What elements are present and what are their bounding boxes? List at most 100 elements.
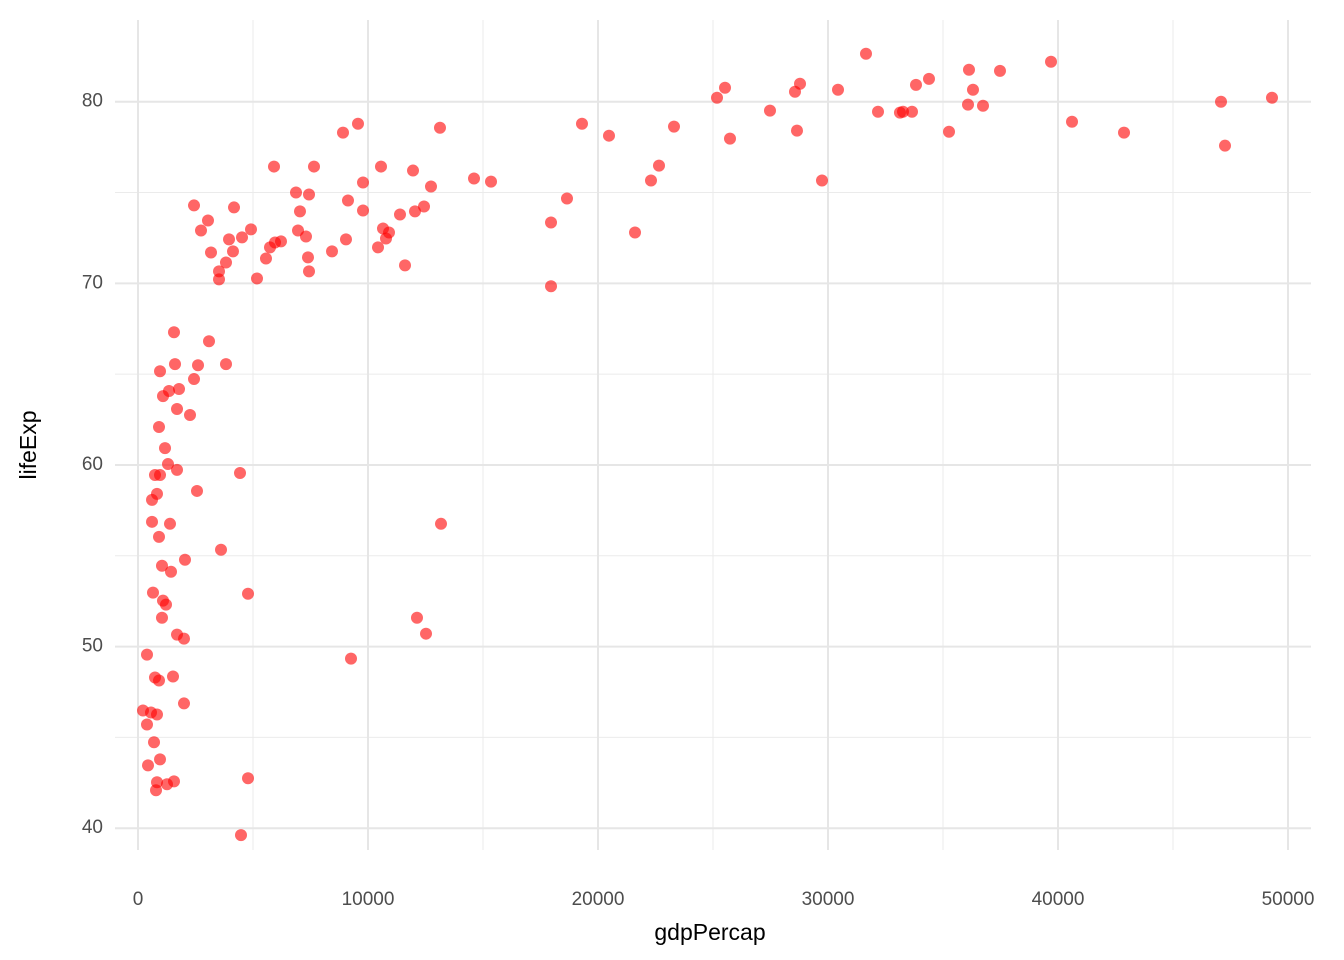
- point: [711, 91, 724, 104]
- point: [213, 273, 226, 286]
- point: [219, 256, 232, 269]
- point: [723, 132, 736, 145]
- point: [165, 565, 178, 578]
- point: [909, 78, 922, 91]
- point: [267, 160, 280, 173]
- x-tick-label: 30000: [802, 889, 855, 910]
- point: [159, 442, 172, 455]
- x-tick-label: 50000: [1262, 889, 1315, 910]
- point: [420, 627, 433, 640]
- point: [259, 252, 272, 265]
- point: [303, 188, 316, 201]
- y-tick-label: 40: [82, 817, 103, 838]
- point: [155, 559, 168, 572]
- point: [719, 81, 732, 94]
- point: [169, 358, 182, 371]
- point: [219, 358, 232, 371]
- point: [393, 208, 406, 221]
- point: [173, 383, 186, 396]
- point: [468, 172, 481, 185]
- x-tick-label: 0: [133, 889, 144, 910]
- point: [424, 180, 437, 193]
- point: [150, 784, 163, 797]
- point: [188, 373, 201, 386]
- point: [171, 403, 184, 416]
- x-axis-title: gdpPercap: [654, 919, 765, 945]
- point: [602, 129, 615, 142]
- point: [154, 468, 167, 481]
- point: [667, 120, 680, 133]
- point: [307, 160, 320, 173]
- point: [303, 265, 316, 278]
- point: [407, 164, 420, 177]
- y-axis-title: lifeExp: [15, 410, 41, 479]
- point: [290, 186, 303, 199]
- point: [152, 674, 165, 687]
- point: [339, 233, 352, 246]
- point: [962, 63, 975, 76]
- point: [140, 718, 153, 731]
- point: [485, 175, 498, 188]
- point: [1045, 55, 1058, 68]
- point: [154, 365, 167, 378]
- point: [326, 245, 339, 258]
- y-tick-label: 60: [82, 454, 103, 475]
- point: [178, 632, 190, 645]
- point: [190, 484, 203, 497]
- point: [242, 772, 255, 785]
- point: [192, 359, 205, 372]
- point: [351, 117, 364, 130]
- point: [163, 517, 176, 530]
- point: [763, 104, 776, 117]
- point: [226, 245, 239, 258]
- point: [357, 204, 370, 217]
- point: [418, 200, 431, 213]
- point: [142, 759, 155, 772]
- point: [242, 587, 255, 600]
- point: [905, 105, 918, 118]
- point: [962, 98, 975, 111]
- point: [1215, 95, 1228, 108]
- point: [357, 176, 370, 189]
- point: [629, 226, 642, 239]
- point: [167, 670, 180, 683]
- point: [150, 708, 163, 721]
- point: [380, 232, 393, 245]
- point: [872, 105, 885, 118]
- point: [184, 409, 197, 422]
- point: [146, 586, 159, 599]
- point: [410, 611, 423, 624]
- point: [161, 458, 174, 471]
- x-tick-label: 20000: [572, 889, 625, 910]
- point: [159, 598, 172, 611]
- point: [560, 192, 573, 205]
- point: [188, 199, 201, 212]
- point: [228, 201, 241, 214]
- point: [152, 530, 165, 543]
- point: [1066, 115, 1079, 128]
- point: [652, 159, 665, 172]
- point: [644, 174, 657, 187]
- point: [341, 194, 354, 207]
- point: [545, 216, 558, 229]
- point: [223, 233, 236, 246]
- point: [372, 241, 385, 254]
- y-tick-label: 80: [82, 91, 103, 112]
- point: [832, 83, 845, 96]
- point: [215, 543, 228, 556]
- point: [993, 64, 1006, 77]
- point: [336, 126, 349, 139]
- point: [178, 697, 190, 710]
- point: [178, 553, 191, 566]
- y-tick-label: 70: [82, 272, 103, 293]
- point: [140, 648, 153, 661]
- point: [976, 99, 989, 112]
- point: [399, 259, 412, 272]
- point: [194, 224, 207, 237]
- point: [1118, 126, 1131, 139]
- point: [236, 231, 249, 244]
- point: [146, 493, 159, 506]
- point: [545, 280, 558, 293]
- point: [943, 125, 956, 138]
